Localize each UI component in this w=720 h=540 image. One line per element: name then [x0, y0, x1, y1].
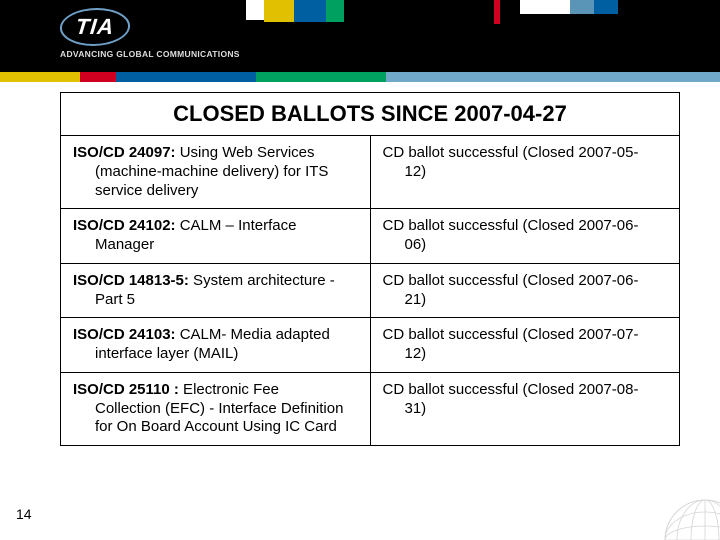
stripe-segment	[0, 72, 80, 82]
ballot-item-cell: ISO/CD 14813-5: System architecture - Par…	[61, 263, 371, 318]
header-block	[246, 0, 264, 20]
globe-icon	[650, 485, 720, 540]
desc-rest: interface layer (MAIL)	[73, 345, 358, 364]
status-first-line: CD ballot successful (Closed 2007-06-	[383, 217, 639, 234]
ballot-status-cell: CD ballot successful (Closed 2007-06- 21)	[370, 263, 680, 318]
logo: TIA ADVANCING GLOBAL COMMUNICATIONS	[60, 8, 240, 59]
status-rest: 31)	[383, 400, 668, 419]
desc-first-line: Electronic Fee	[179, 381, 279, 398]
header-stripe	[0, 72, 720, 82]
iso-code: ISO/CD 24103:	[73, 326, 176, 343]
table-row: ISO/CD 24102: CALM – Interface Manager CD …	[61, 209, 680, 264]
ballots-table: CLOSED BALLOTS SINCE 2007-04-27 ISO/CD 2…	[60, 92, 680, 446]
ballot-status-cell: CD ballot successful (Closed 2007-07- 12)	[370, 318, 680, 373]
stripe-segment	[116, 72, 256, 82]
status-first-line: CD ballot successful (Closed 2007-07-	[383, 326, 639, 343]
iso-code: ISO/CD 14813-5:	[73, 272, 189, 289]
ballot-status-cell: CD ballot successful (Closed 2007-08- 31)	[370, 372, 680, 445]
status-rest: 06)	[383, 236, 668, 255]
header-block	[520, 0, 570, 14]
desc-first-line: System architecture -	[189, 272, 335, 289]
logo-mark: TIA	[58, 8, 132, 46]
logo-tagline: ADVANCING GLOBAL COMMUNICATIONS	[60, 49, 240, 59]
iso-code: ISO/CD 24102:	[73, 217, 176, 234]
table-row: ISO/CD 24103: CALM- Media adapted interfa…	[61, 318, 680, 373]
stripe-segment	[256, 72, 386, 82]
status-rest: 12)	[383, 163, 668, 182]
header-block	[294, 0, 326, 22]
ballot-status-cell: CD ballot successful (Closed 2007-06- 06)	[370, 209, 680, 264]
ballot-item-cell: ISO/CD 24097: Using Web Services (machine…	[61, 136, 371, 209]
ballot-status-cell: CD ballot successful (Closed 2007-05- 12)	[370, 136, 680, 209]
stripe-segment	[386, 72, 720, 82]
content-area: CLOSED BALLOTS SINCE 2007-04-27 ISO/CD 2…	[0, 82, 720, 446]
status-rest: 21)	[383, 291, 668, 310]
desc-first-line: CALM – Interface	[176, 217, 297, 234]
desc-rest: (machine-machine delivery) for ITS servi…	[73, 163, 358, 201]
status-first-line: CD ballot successful (Closed 2007-05-	[383, 144, 639, 161]
logo-text: TIA	[74, 14, 115, 40]
header-block	[264, 0, 294, 22]
desc-rest: Collection (EFC) - Interface Definition …	[73, 400, 358, 438]
ballot-item-cell: ISO/CD 25110 : Electronic Fee Collection …	[61, 372, 371, 445]
ballot-item-cell: ISO/CD 24103: CALM- Media adapted interfa…	[61, 318, 371, 373]
status-first-line: CD ballot successful (Closed 2007-08-	[383, 381, 639, 398]
desc-first-line: CALM- Media adapted	[176, 326, 330, 343]
stripe-segment	[80, 72, 116, 82]
status-rest: 12)	[383, 345, 668, 364]
table-row: ISO/CD 14813-5: System architecture - Par…	[61, 263, 680, 318]
page-number: 14	[16, 506, 32, 522]
ballot-item-cell: ISO/CD 24102: CALM – Interface Manager	[61, 209, 371, 264]
table-title: CLOSED BALLOTS SINCE 2007-04-27	[61, 93, 680, 136]
status-first-line: CD ballot successful (Closed 2007-06-	[383, 272, 639, 289]
header-block	[326, 0, 344, 22]
desc-first-line: Using Web Services	[176, 144, 315, 161]
desc-rest: Manager	[73, 236, 358, 255]
header-block	[570, 0, 594, 14]
table-row: ISO/CD 25110 : Electronic Fee Collection …	[61, 372, 680, 445]
header-block	[594, 0, 618, 14]
table-row: ISO/CD 24097: Using Web Services (machine…	[61, 136, 680, 209]
iso-code: ISO/CD 24097:	[73, 144, 176, 161]
slide-header: TIA ADVANCING GLOBAL COMMUNICATIONS	[0, 0, 720, 72]
iso-code: ISO/CD 25110 :	[73, 381, 179, 398]
desc-rest: Part 5	[73, 291, 358, 310]
header-block	[494, 0, 500, 24]
